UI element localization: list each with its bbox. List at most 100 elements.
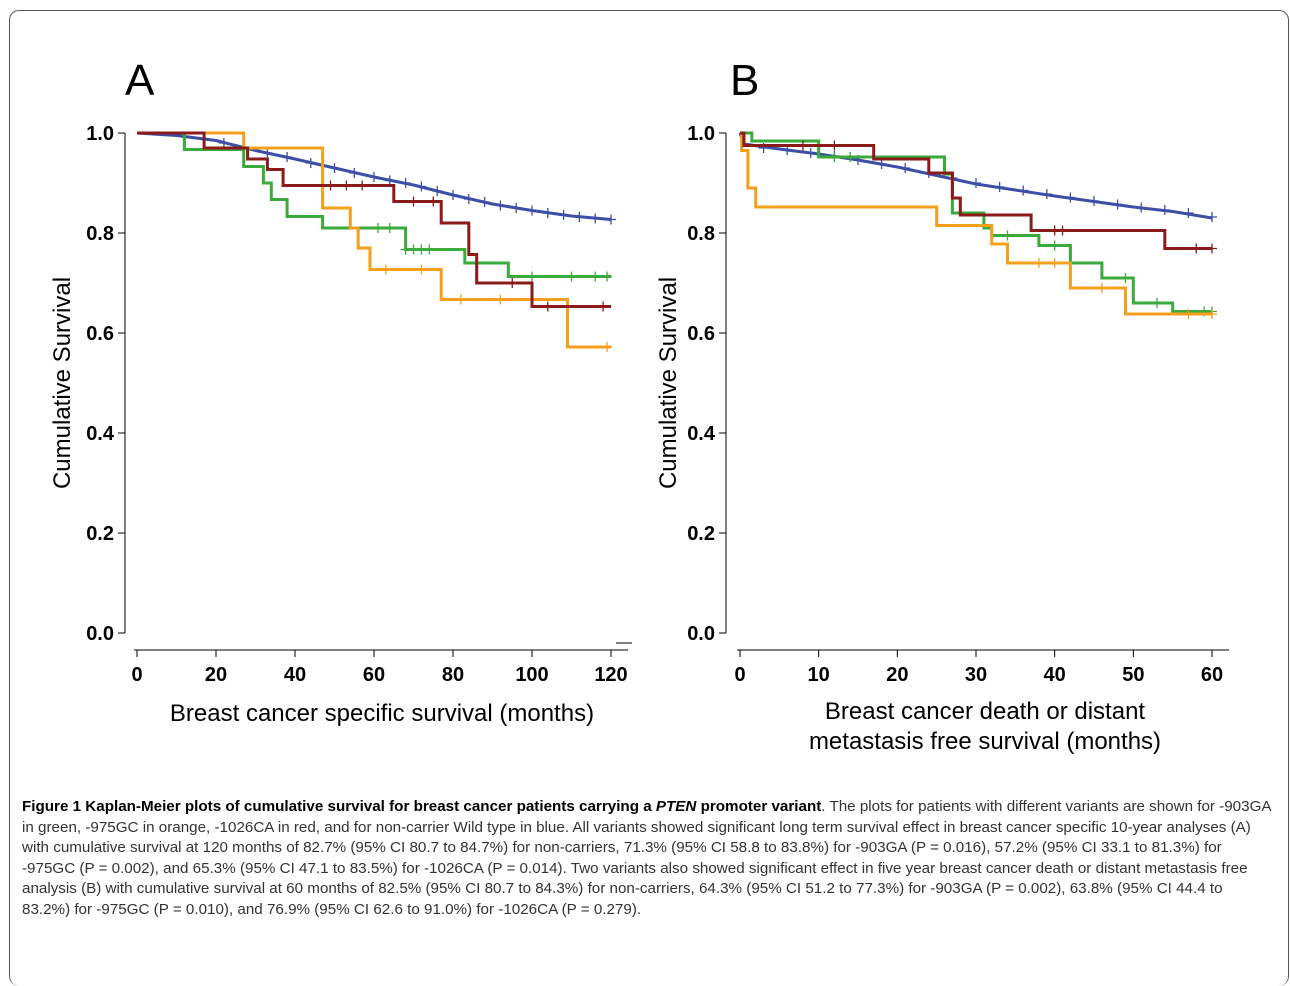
y-tick-label: 0.2 (86, 523, 114, 545)
censor-mark (463, 194, 474, 204)
censor-mark (369, 172, 379, 182)
censor-mark (511, 203, 522, 213)
x-tick-label: 100 (515, 664, 548, 686)
censor-mark (829, 152, 840, 162)
figure-caption: Figure 1 Kaplan-Meier plots of cumulativ… (22, 797, 1274, 921)
censor-mark (1057, 225, 1068, 236)
y-tick-label: 0.4 (687, 423, 716, 445)
y-axis-title: Cumulative Survival (655, 277, 682, 489)
censor-mark (602, 342, 613, 352)
censor-mark (416, 264, 427, 275)
figure-frame (9, 10, 1289, 986)
censor-mark (994, 182, 1005, 192)
survival-curve (740, 131, 1212, 313)
censor-mark (416, 181, 427, 192)
censor-mark (542, 208, 553, 218)
censor-mark (1018, 185, 1029, 196)
x-tick-label: 0 (734, 664, 745, 686)
x-tick-label: 40 (284, 664, 306, 686)
y-tick-label: 0.8 (687, 223, 715, 245)
censor-mark (262, 148, 273, 158)
censor-mark (349, 168, 360, 178)
censor-mark (218, 138, 229, 148)
x-tick-label: 30 (965, 664, 987, 686)
x-tick-label: 60 (363, 664, 385, 686)
censor-mark (1096, 283, 1107, 293)
censor-mark (797, 140, 808, 151)
censor-mark (1207, 243, 1217, 254)
x-tick-label: 40 (1044, 664, 1066, 686)
caption-label: Figure 1 Kaplan-Meier plots of cumulativ… (22, 798, 822, 815)
censor-mark (602, 271, 613, 282)
censor-mark (527, 271, 537, 282)
caption-gene: PTEN (655, 798, 697, 815)
censor-mark (305, 158, 316, 168)
y-tick-label: 0.6 (687, 323, 715, 345)
x-tick-label: 20 (205, 664, 227, 686)
censor-mark (495, 200, 506, 211)
censor-mark (325, 180, 336, 191)
censor-mark (1183, 309, 1194, 319)
censor-mark (1089, 196, 1099, 206)
censor-mark (598, 301, 609, 312)
censor-mark (357, 180, 368, 191)
censor-mark (542, 301, 553, 312)
panel-letter: B (730, 56, 759, 105)
censor-mark (1120, 273, 1131, 283)
y-tick-label: 0.2 (687, 523, 715, 545)
x-tick-label: 50 (1122, 664, 1144, 686)
censor-mark (606, 214, 616, 225)
censor-mark (384, 223, 395, 233)
x-tick-label: 10 (808, 664, 830, 686)
censor-mark (829, 140, 840, 151)
censor-mark (1049, 240, 1060, 251)
kaplan-meier-figure: A0.00.20.40.60.81.00 20 40 60 80 100 120Cumula… (49, 56, 1229, 755)
censor-mark (1191, 243, 1202, 254)
panel-b: B 0.0 0.2 0.4 0.6 0.8 1.0 0 10 20 30 40 50 60 Cumulati… (655, 56, 1229, 755)
y-tick-label: 0.6 (86, 323, 114, 345)
censor-mark (380, 264, 391, 275)
censor-mark (384, 175, 395, 186)
censor-mark (282, 152, 293, 162)
censor-mark (845, 152, 856, 162)
y-tick-label: 0.8 (86, 223, 114, 245)
censor-mark (1159, 205, 1170, 215)
x-axis-title: Breast cancer death or distant metastasis… (809, 698, 1161, 755)
censor-mark (566, 271, 577, 282)
censor-mark (1033, 258, 1044, 268)
x-tick-label: 0 (131, 664, 142, 686)
censor-mark (408, 196, 419, 207)
panel-letter: A (125, 56, 155, 105)
censor-mark (432, 186, 443, 196)
caption-body: . The plots for patients with different … (22, 798, 1271, 918)
censor-mark (1207, 309, 1217, 319)
survival-curve (137, 131, 611, 308)
censor-mark (1049, 258, 1060, 268)
survival-curve (137, 131, 611, 278)
censor-mark (590, 271, 601, 282)
censor-mark (341, 180, 352, 191)
censor-mark (428, 196, 439, 207)
censor-mark (1041, 189, 1052, 199)
panel-a: A 0.0 0.2 0.4 0.6 0.8 1.0 0 20 40 60 80 100 120 Cumula… (49, 56, 632, 727)
censor-mark (479, 197, 490, 207)
x-tick-label: 60 (1201, 664, 1223, 686)
censor-mark (1002, 230, 1013, 241)
censor-mark (507, 278, 518, 288)
censor-mark (527, 205, 537, 216)
x-axis-title: Breast cancer specific survival (months) (170, 700, 594, 727)
censor-mark (400, 178, 411, 188)
censor-mark (495, 294, 506, 305)
censor-mark (1183, 208, 1194, 218)
y-tick-label: 0.4 (86, 423, 115, 445)
y-tick-label: 1.0 (687, 123, 715, 145)
y-tick-label: 0.0 (687, 623, 715, 645)
censor-mark (900, 163, 911, 173)
x-tick-label: 80 (442, 664, 464, 686)
censor-mark (1207, 212, 1217, 222)
censor-mark (372, 223, 383, 233)
censor-mark (455, 294, 466, 305)
survival-curve (137, 131, 611, 349)
censor-mark (574, 212, 585, 222)
y-tick-label: 1.0 (86, 123, 114, 145)
